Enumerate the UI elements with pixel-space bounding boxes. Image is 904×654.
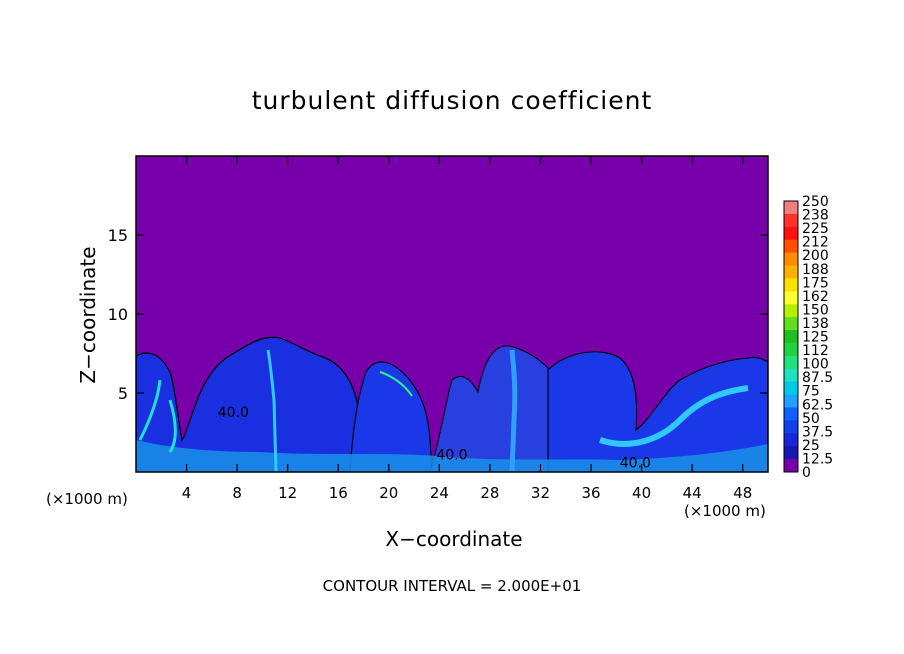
contour-interval-note: CONTOUR INTERVAL = 2.000E+01 [322,577,582,595]
colorbar-label: 225 [802,221,829,237]
contour-labels: 40.0 40.0 40.0 [218,405,651,472]
colorbar-label: 62.5 [802,397,833,413]
contour-label: 40.0 [218,405,249,421]
structure-ground-band [136,440,768,472]
colorbar: 2502382252122001881751621501381251121008… [783,194,833,481]
colorbar-swatch [784,291,798,305]
y-tick-label: 15 [108,226,128,245]
colorbar-label: 100 [802,357,829,373]
x-unit-label-right: (×1000 m) [684,502,766,520]
colorbar-label: 12.5 [802,451,833,467]
colorbar-swatch [784,278,798,292]
structure-blob-mid [429,345,553,472]
colorbar-swatch [784,368,798,383]
colorbar-label: 0 [802,465,811,481]
colorbar-label: 50 [802,411,820,427]
contour-label: 40.0 [620,456,651,472]
y-tick-label: 5 [118,384,128,403]
structure-plume-mid [509,349,518,472]
colorbar-label: 238 [802,208,829,224]
x-axis: 4 8 12 16 20 24 28 32 36 40 44 48 [182,156,752,502]
colorbar-swatch [784,407,798,421]
colorbar-label: 75 [802,384,820,400]
colorbar-label: 138 [802,316,829,332]
colorbar-frame [783,200,799,473]
x-tick-label: 20 [379,484,398,502]
colorbar-swatch [784,213,798,228]
contour-label: 40.0 [436,448,467,464]
x-tick-label: 12 [278,484,297,502]
colorbar-label: 188 [802,262,829,278]
colorbar-swatch [784,355,798,370]
colorbar-swatch [784,226,798,241]
structure-swirl-left [138,379,177,453]
colorbar-swatch [784,394,798,408]
y-axis-label: Z−coordinate [76,246,100,384]
colorbar-swatch [784,239,798,254]
x-tick-label: 48 [733,484,752,502]
colorbar-swatch [784,342,798,357]
colorbar-swatch [784,252,798,267]
x-tick-label: 32 [531,484,550,502]
colorbar-label: 212 [802,235,829,251]
colorbar-swatch [784,433,798,447]
colorbar-swatch [784,446,798,460]
colorbar-swatch [784,201,798,215]
x-tick-label: 4 [182,484,192,502]
colorbar-swatch [784,317,798,331]
colorbar-swatch [784,265,798,279]
x-tick-label: 8 [232,484,242,502]
structure-plume-left [266,349,278,472]
x-unit-label-left: (×1000 m) [46,490,128,508]
structure-blob-mid-left [349,361,433,472]
y-axis: 5 10 15 [108,226,768,403]
colorbar-label: 125 [802,330,829,346]
x-tick-label: 28 [480,484,499,502]
x-tick-label: 24 [430,484,449,502]
colorbar-swatch [784,304,798,318]
colorbar-swatch [784,381,798,396]
colorbar-label: 162 [802,289,829,305]
colorbar-swatch [784,459,798,473]
colorbar-label: 175 [802,275,829,291]
x-axis-label: X−coordinate [385,527,523,551]
x-tick-label: 44 [683,484,702,502]
structure-edge-highlight [379,371,413,397]
x-tick-label: 16 [329,484,348,502]
structure-swirl-right [599,385,749,447]
colorbar-swatch [784,330,798,344]
colorbar-label: 87.5 [802,370,833,386]
chart-title: turbulent diffusion coefficient [251,86,653,115]
colorbar-swatch [784,420,798,434]
colorbar-label: 250 [802,194,829,210]
x-tick-label: 40 [632,484,651,502]
turbulence-field [136,336,768,472]
colorbar-label: 25 [802,438,820,454]
colorbar-label: 112 [802,343,829,359]
x-tick-label: 36 [581,484,600,502]
y-tick-label: 10 [108,305,128,324]
colorbar-label: 37.5 [802,424,833,440]
colorbar-label: 150 [802,302,829,318]
colorbar-label: 200 [802,248,829,264]
